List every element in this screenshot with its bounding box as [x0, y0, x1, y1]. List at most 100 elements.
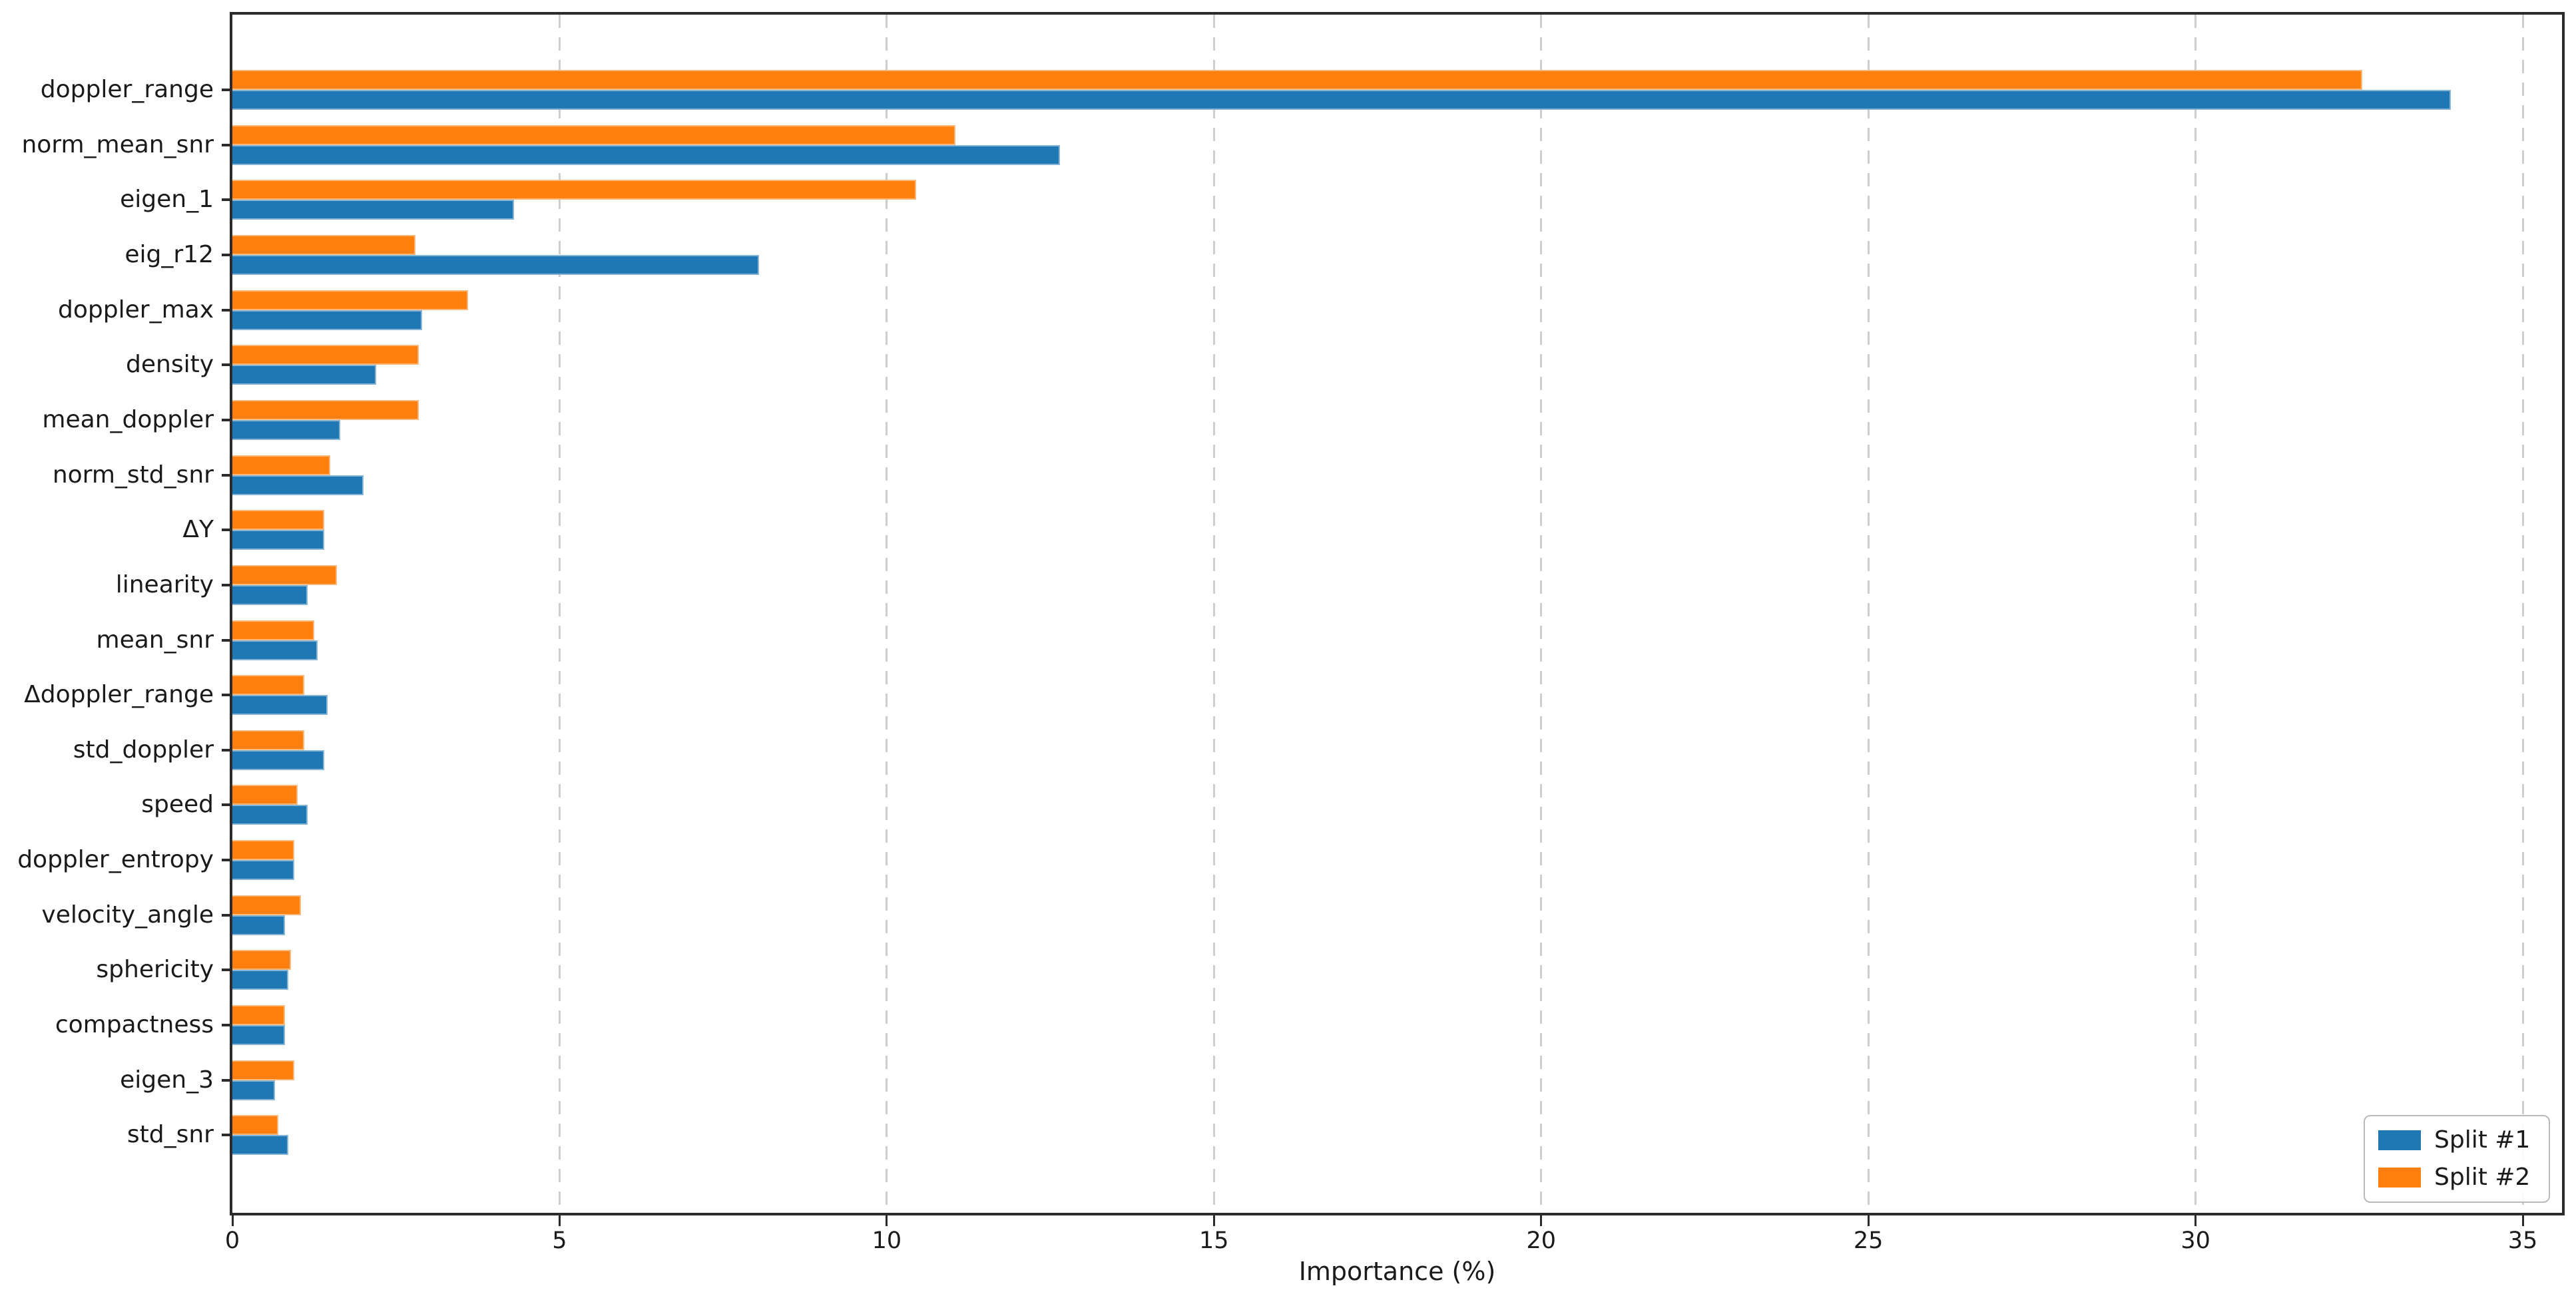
bar-split1-compactness	[232, 1025, 285, 1046]
y-tick-mark	[222, 418, 232, 421]
x-tick-mark	[1212, 1215, 1215, 1226]
y-tick-label: Δdoppler_range	[24, 681, 214, 709]
bar-split1-doppler_max	[232, 310, 423, 330]
gridline-30	[2194, 15, 2197, 1213]
bar-split2-compactness	[232, 1005, 285, 1026]
y-tick-label: std_snr	[127, 1121, 214, 1149]
y-tick-mark	[222, 529, 232, 532]
y-tick-label: compactness	[55, 1011, 214, 1039]
bar-split1-std_snr	[232, 1135, 288, 1156]
x-tick-mark	[1867, 1215, 1870, 1226]
bar-split2-mean_snr	[232, 620, 314, 640]
y-tick-mark	[222, 198, 232, 202]
x-tick-label: 20	[1526, 1227, 1556, 1254]
x-tick-mark	[2521, 1215, 2524, 1226]
y-tick-mark	[222, 913, 232, 917]
x-axis-title: Importance (%)	[1298, 1257, 1496, 1286]
bar-split2-ΔY	[232, 510, 324, 531]
x-tick-mark	[231, 1215, 234, 1226]
y-tick-mark	[222, 583, 232, 586]
y-tick-label: norm_std_snr	[52, 461, 214, 489]
bar-split2-eigen_3	[232, 1060, 295, 1080]
bar-split2-eigen_1	[232, 180, 917, 200]
y-tick-label: eigen_3	[120, 1066, 214, 1094]
bar-split1-Δdoppler_range	[232, 695, 328, 716]
legend: Split #1 Split #2	[2364, 1115, 2550, 1203]
legend-swatch-split2	[2378, 1168, 2421, 1188]
bar-split2-doppler_max	[232, 290, 468, 310]
y-tick-label: mean_snr	[96, 626, 214, 654]
gridline-35	[2521, 15, 2524, 1213]
x-tick-label: 10	[872, 1227, 902, 1254]
gridline-10	[886, 15, 888, 1213]
x-tick-mark	[2194, 1215, 2197, 1226]
bar-split1-speed	[232, 805, 308, 825]
bar-split2-linearity	[232, 564, 338, 585]
bar-split2-doppler_range	[232, 70, 2363, 90]
x-tick-label: 25	[1853, 1227, 1884, 1254]
gridline-20	[1540, 15, 1543, 1213]
bar-split2-std_doppler	[232, 730, 305, 750]
bar-split2-speed	[232, 785, 298, 805]
bar-split2-density	[232, 345, 419, 365]
bar-split1-std_doppler	[232, 750, 324, 770]
bar-split1-linearity	[232, 584, 308, 605]
bar-split2-sphericity	[232, 950, 292, 971]
y-tick-label: sphericity	[96, 956, 214, 984]
y-tick-label: doppler_entropy	[17, 846, 214, 874]
x-tick-mark	[886, 1215, 888, 1226]
x-tick-mark	[1540, 1215, 1543, 1226]
y-tick-label: ΔY	[182, 516, 214, 544]
y-tick-mark	[222, 1078, 232, 1082]
bar-split2-eig_r12	[232, 234, 416, 255]
y-tick-mark	[222, 363, 232, 367]
y-tick-mark	[222, 89, 232, 91]
bar-split2-norm_std_snr	[232, 455, 331, 475]
bar-split2-norm_mean_snr	[232, 124, 956, 145]
y-tick-mark	[222, 1024, 232, 1027]
x-tick-label: 15	[1199, 1227, 1229, 1254]
bar-split1-mean_snr	[232, 640, 318, 660]
x-tick-mark	[558, 1215, 561, 1226]
y-tick-label: mean_doppler	[42, 405, 214, 433]
y-tick-mark	[222, 253, 232, 256]
x-tick-label: 5	[552, 1227, 567, 1254]
plot-area	[230, 12, 2565, 1215]
y-tick-mark	[222, 473, 232, 477]
bar-split1-norm_std_snr	[232, 475, 364, 495]
bar-split1-eigen_1	[232, 200, 514, 220]
bar-split1-sphericity	[232, 970, 288, 990]
y-tick-label: doppler_range	[40, 76, 214, 103]
y-tick-label: eig_r12	[125, 240, 214, 268]
legend-swatch-split1	[2378, 1130, 2421, 1150]
bar-split1-norm_mean_snr	[232, 144, 1061, 165]
bar-split1-eigen_3	[232, 1080, 275, 1100]
y-tick-mark	[222, 143, 232, 146]
bar-split1-velocity_angle	[232, 915, 285, 935]
y-tick-mark	[222, 803, 232, 807]
gridline-15	[1212, 15, 1215, 1213]
x-tick-label: 0	[224, 1227, 240, 1254]
bar-split2-mean_doppler	[232, 399, 419, 420]
legend-item-split2: Split #2	[2378, 1164, 2535, 1191]
bar-split1-doppler_range	[232, 90, 2451, 110]
y-tick-label: linearity	[115, 570, 214, 598]
bar-split1-ΔY	[232, 530, 324, 550]
bar-split2-std_snr	[232, 1115, 278, 1136]
y-tick-mark	[222, 308, 232, 312]
x-tick-label: 35	[2507, 1227, 2538, 1254]
y-tick-label: velocity_angle	[41, 901, 214, 929]
y-tick-mark	[222, 638, 232, 642]
bar-split1-density	[232, 365, 377, 385]
bar-split1-mean_doppler	[232, 419, 341, 440]
y-tick-mark	[222, 969, 232, 972]
y-tick-mark	[222, 694, 232, 697]
bar-split1-eig_r12	[232, 254, 760, 275]
y-tick-label: std_doppler	[73, 736, 214, 763]
y-tick-label: norm_mean_snr	[21, 130, 214, 158]
bar-split1-doppler_entropy	[232, 860, 295, 881]
legend-label-split1: Split #1	[2434, 1126, 2531, 1154]
bar-split2-Δdoppler_range	[232, 675, 305, 696]
bar-split2-velocity_angle	[232, 895, 302, 915]
